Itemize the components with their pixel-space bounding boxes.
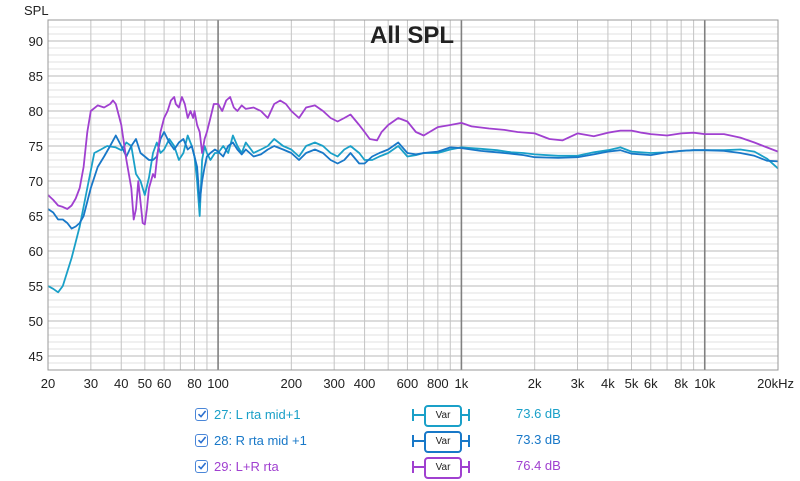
x-tick-label: 5k [625,376,639,391]
x-tick-label: 10k [694,376,715,391]
line-sample-cap [412,409,414,421]
y-tick-label: 55 [29,279,43,294]
legend-entry: 28: R rta mid +1 [195,430,307,450]
series-line [47,131,779,230]
check-icon [197,436,206,444]
series-visible-checkbox[interactable] [195,433,208,447]
var-button[interactable]: Var [424,457,462,479]
legend-entry: 27: L rta mid+1 [195,404,301,424]
x-tick-label: 60 [157,376,171,391]
average-spl-value: 73.3 dB [516,432,561,447]
y-axis-label: SPL [24,3,49,18]
check-icon [197,462,206,470]
line-sample-cap [468,461,470,473]
plot-frame [47,19,779,371]
x-tick-label: 4k [601,376,615,391]
var-button[interactable]: Var [424,405,462,427]
series-lines [47,96,779,294]
y-tick-label: 70 [29,174,43,189]
x-tick-label: 600 [397,376,419,391]
y-tick-label: 90 [29,34,43,49]
line-sample-cap [468,409,470,421]
x-tick-label: 100 [207,376,229,391]
x-tick-label: 400 [354,376,376,391]
y-tick-label: 50 [29,314,43,329]
x-tick-label: 300 [323,376,345,391]
x-tick-label: 2k [528,376,542,391]
y-tick-label: 75 [29,139,43,154]
x-tick-label: 8k [674,376,688,391]
x-tick-label: 30 [84,376,98,391]
legend-entry: 29: L+R rta [195,456,279,476]
x-tick-label: 50 [138,376,152,391]
check-icon [197,410,206,418]
x-tick-label: 80 [187,376,201,391]
line-style-control: Var [412,405,470,427]
tick-labels: 45 50 55 60 65 70 75 80 85 90 20 30 40 50 60 80 100 200 30… [29,34,794,391]
y-tick-label: 80 [29,104,43,119]
x-tick-label: 20 [41,376,55,391]
series-visible-checkbox[interactable] [195,407,208,421]
y-tick-label: 85 [29,69,43,84]
line-sample-cap [412,435,414,447]
x-tick-label: 3k [571,376,585,391]
x-tick-label: 40 [114,376,128,391]
line-sample-cap [468,435,470,447]
y-tick-label: 65 [29,209,43,224]
series-line [47,134,779,294]
line-style-control: Var [412,457,470,479]
series-visible-checkbox[interactable] [195,459,208,473]
x-tick-label: 20kHz [757,376,794,391]
grid-lines [47,19,779,371]
line-style-control: Var [412,431,470,453]
x-tick-label: 6k [644,376,658,391]
y-tick-label: 45 [29,349,43,364]
y-tick-label: 60 [29,244,43,259]
chart-title: All SPL [370,22,454,49]
line-sample-cap [412,461,414,473]
x-tick-label: 1k [455,376,469,391]
series-line [47,96,779,226]
average-spl-value: 76.4 dB [516,458,561,473]
x-tick-label: 800 [427,376,449,391]
x-tick-label: 200 [280,376,302,391]
legend-label: 28: R rta mid +1 [214,432,307,448]
legend-label: 27: L rta mid+1 [214,406,301,422]
legend-label: 29: L+R rta [214,458,279,474]
average-spl-value: 73.6 dB [516,406,561,421]
var-button[interactable]: Var [424,431,462,453]
